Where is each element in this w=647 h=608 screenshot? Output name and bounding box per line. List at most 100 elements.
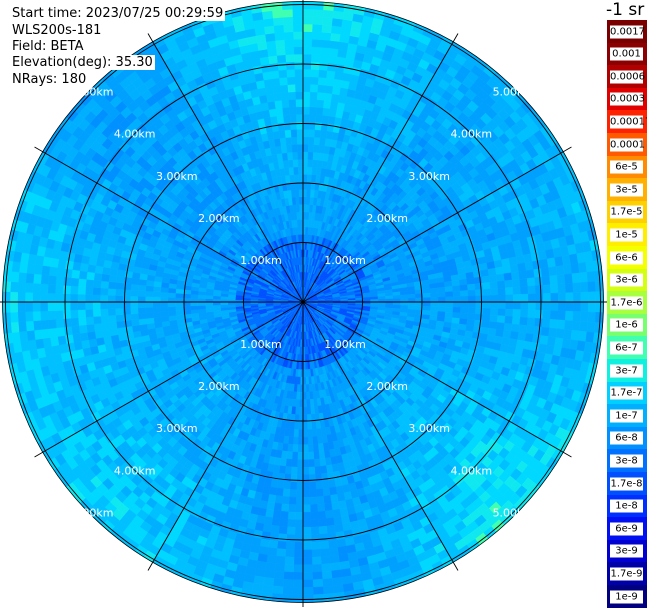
beta-cell [313, 594, 324, 602]
beta-cell [423, 302, 431, 306]
beta-cell [311, 54, 320, 62]
beta-cell [496, 274, 504, 282]
beta-cell [550, 284, 558, 293]
beta-cell [461, 302, 469, 308]
beta-cell [264, 517, 273, 526]
beta-cell [303, 197, 307, 205]
beta-cell [308, 437, 313, 445]
beta-cell [321, 556, 331, 564]
beta-cell [280, 511, 288, 519]
beta-cell [303, 137, 309, 145]
beta-cell [311, 542, 320, 550]
beta-cell [320, 55, 329, 63]
beta-cell [303, 527, 311, 535]
beta-cell [307, 174, 312, 182]
beta-cell [275, 563, 285, 571]
beta-cell [299, 400, 303, 408]
beta-cell [312, 24, 322, 32]
beta-cell [309, 129, 315, 137]
beta-cell [291, 467, 297, 475]
beta-cell [317, 504, 325, 512]
beta-cell [277, 481, 284, 489]
beta-cell [324, 93, 332, 101]
beta-cell [532, 334, 541, 343]
beta-cell [475, 283, 483, 290]
beta-cell [308, 452, 314, 460]
beta-cell [296, 490, 303, 498]
beta-cell [587, 271, 595, 282]
beta-cell [332, 86, 341, 95]
beta-cell [313, 579, 323, 587]
beta-cell [297, 475, 303, 483]
beta-cell [316, 107, 323, 115]
beta-cell [452, 286, 460, 292]
beta-cell [310, 107, 317, 115]
beta-cell [286, 534, 295, 542]
beta-cell [445, 286, 453, 292]
beta-cell [317, 496, 325, 504]
beta-cell [300, 392, 303, 400]
beta-cell [318, 519, 326, 527]
beta-cell [378, 296, 386, 299]
beta-cell [518, 332, 527, 341]
beta-cell [306, 392, 310, 400]
beta-cell [498, 288, 506, 295]
beta-cell [317, 92, 325, 100]
beta-cell [313, 145, 319, 153]
beta-cell [283, 587, 293, 595]
beta-cell [288, 504, 296, 512]
beta-cell [316, 489, 323, 497]
beta-cell [321, 473, 328, 481]
beta-cell [596, 292, 604, 302]
beta-cell [321, 563, 331, 571]
beta-cell [393, 299, 401, 302]
beta-cell [294, 542, 303, 550]
beta-cell [518, 263, 527, 272]
beta-cell [453, 302, 461, 308]
beta-cell [476, 296, 484, 302]
beta-cell [557, 320, 565, 330]
beta-cell [303, 9, 313, 17]
beta-cell [460, 290, 468, 296]
beta-cell [266, 555, 276, 564]
beta-cell [303, 204, 306, 212]
beta-cell [285, 549, 294, 557]
beta-cell [526, 326, 534, 335]
beta-cell [446, 302, 454, 307]
beta-cell [563, 264, 572, 274]
beta-cell [310, 99, 317, 107]
beta-cell [526, 270, 534, 279]
beta-cell [594, 322, 602, 333]
beta-cell [534, 269, 542, 278]
beta-cell [303, 550, 312, 558]
beta-cell [303, 460, 309, 468]
beta-cell [468, 302, 476, 308]
beta-cell [595, 281, 603, 292]
beta-cell [273, 578, 283, 586]
beta-cell [564, 320, 572, 330]
beta-cell [564, 274, 572, 284]
beta-cell [573, 302, 581, 312]
beta-cell [573, 292, 581, 302]
beta-cell [272, 586, 283, 594]
beta-cell [332, 509, 341, 518]
beta-cell [303, 385, 306, 393]
beta-cell [573, 311, 581, 321]
beta-cell [511, 272, 519, 280]
beta-cell [452, 312, 460, 318]
beta-cell [558, 302, 566, 311]
beta-cell [331, 26, 341, 35]
beta-cell [267, 547, 277, 556]
beta-cell [309, 474, 316, 482]
beta-cell [283, 489, 290, 497]
beta-cell [307, 422, 312, 430]
beta-cell [316, 115, 323, 123]
beta-cell [303, 400, 307, 408]
beta-cell [303, 392, 306, 400]
beta-cell [331, 502, 339, 511]
beta-cell [303, 77, 311, 85]
beta-cell [431, 297, 439, 302]
beta-cell [303, 99, 310, 107]
beta-cell [505, 316, 513, 324]
beta-cell [423, 298, 431, 302]
